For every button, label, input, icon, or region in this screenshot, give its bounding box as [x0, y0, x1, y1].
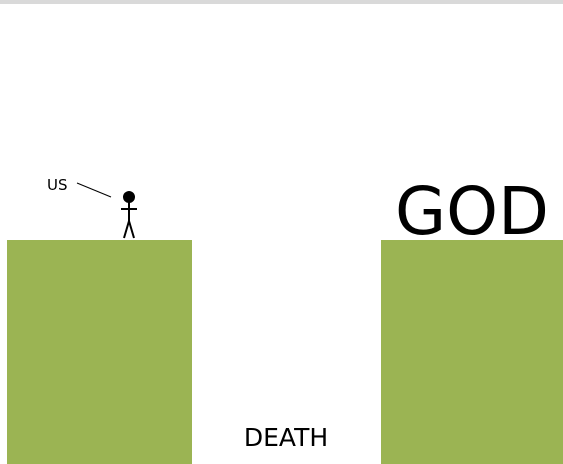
- us-label: US: [47, 176, 68, 194]
- left-cliff: [7, 240, 192, 464]
- top-border: [0, 0, 563, 4]
- death-label: DEATH: [244, 423, 328, 452]
- diagram: US GOD DEATH: [0, 0, 563, 464]
- god-label: GOD: [395, 173, 549, 250]
- right-cliff: [381, 240, 563, 464]
- figure-head: [124, 192, 134, 202]
